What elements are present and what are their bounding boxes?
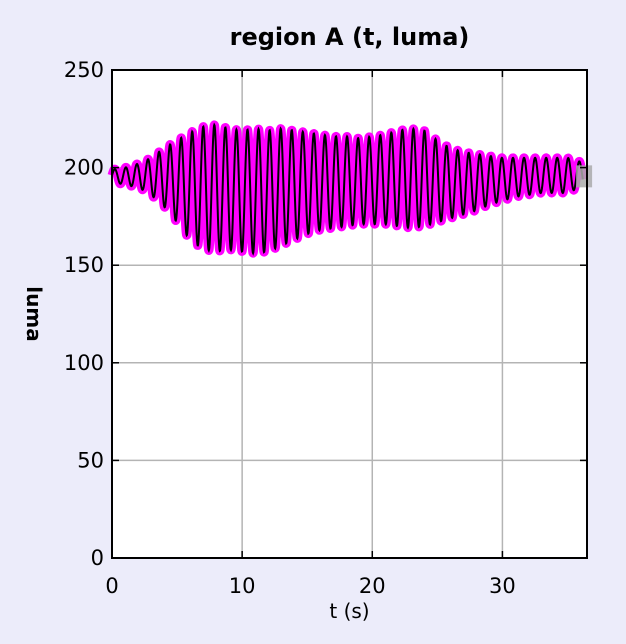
y-axis-label: luma bbox=[22, 286, 46, 341]
axes-frame bbox=[111, 69, 588, 559]
x-tick-label: 0 bbox=[105, 574, 118, 598]
y-tick-label: 250 bbox=[64, 58, 104, 82]
y-tick-label: 0 bbox=[91, 546, 104, 570]
y-tick-label: 200 bbox=[64, 156, 104, 180]
x-tick-label: 30 bbox=[489, 574, 516, 598]
x-tick-label: 10 bbox=[229, 574, 256, 598]
series-end-marker bbox=[576, 165, 593, 188]
chart-title: region A (t, luma) bbox=[230, 23, 470, 51]
y-tick-label: 150 bbox=[64, 253, 104, 277]
y-tick-label: 100 bbox=[64, 351, 104, 375]
x-axis-label: t (s) bbox=[329, 599, 369, 623]
ticks: 0 10 20 30 0 50 100 150 200 250 bbox=[64, 58, 587, 598]
series-luma bbox=[107, 120, 593, 258]
x-tick-label: 20 bbox=[359, 574, 386, 598]
series-line bbox=[111, 122, 584, 256]
y-tick-label: 50 bbox=[77, 448, 104, 472]
